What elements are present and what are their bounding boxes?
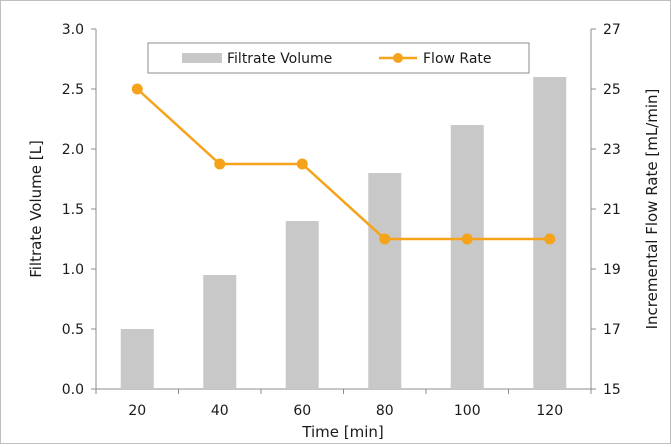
y-right-tick-label: 21 [603,202,621,218]
bar [120,329,154,389]
x-ticks: 20 40 60 80 100 120 [95,389,592,419]
y-left-tick-label: 0.0 [62,382,84,398]
y-right-tick-label: 23 [603,142,621,158]
legend-bar-swatch [182,53,222,63]
x-tick-label: 60 [293,403,311,419]
legend: Filtrate Volume Flow Rate [147,42,530,74]
y-right-tick-label: 25 [603,82,621,98]
y-right-tick-label: 17 [603,322,621,338]
flow-rate-point [214,158,226,170]
bar [368,173,402,389]
y-left-tick-label: 0.5 [62,322,84,338]
x-tick-label: 20 [128,403,146,419]
bar [450,125,484,389]
y-right-tick-label: 19 [603,262,621,278]
legend-line-marker [393,53,403,63]
legend-bar-label: Filtrate Volume [227,51,332,67]
y-left-tick-label: 3.0 [62,22,84,38]
y-left-tick-label: 1.0 [62,262,84,278]
y-right-tick-label: 15 [603,382,621,398]
flow-rate-point [461,233,473,245]
x-axis-title: Time [min] [301,423,383,441]
y-axis-left-title: Filtrate Volume [L] [27,140,45,278]
y-left-tick-label: 1.5 [62,202,84,218]
x-tick-label: 120 [536,403,563,419]
y-left-tick-label: 2.5 [62,82,84,98]
bar [285,221,319,389]
bar-series [120,77,567,389]
bar [533,77,567,389]
x-tick-label: 100 [454,403,481,419]
x-tick-label: 40 [211,403,229,419]
flow-rate-line [136,88,550,241]
flow-rate-point [296,158,308,170]
y-right-tick-label: 27 [603,22,621,38]
y-axis-right-title: Incremental Flow Rate [mL/min] [643,89,661,330]
y-left-tick-label: 2.0 [62,142,84,158]
y-left-ticks: 0.0 0.5 1.0 1.5 2.0 2.5 3.0 [62,22,96,398]
flow-rate-point [131,83,143,95]
flow-rate-point [379,233,391,245]
y-right-ticks: 15 17 19 21 23 25 27 [591,22,621,398]
bar [203,275,237,389]
line-series [131,83,556,245]
legend-line-label: Flow Rate [423,51,492,67]
x-tick-label: 80 [376,403,394,419]
flow-rate-point [544,233,556,245]
